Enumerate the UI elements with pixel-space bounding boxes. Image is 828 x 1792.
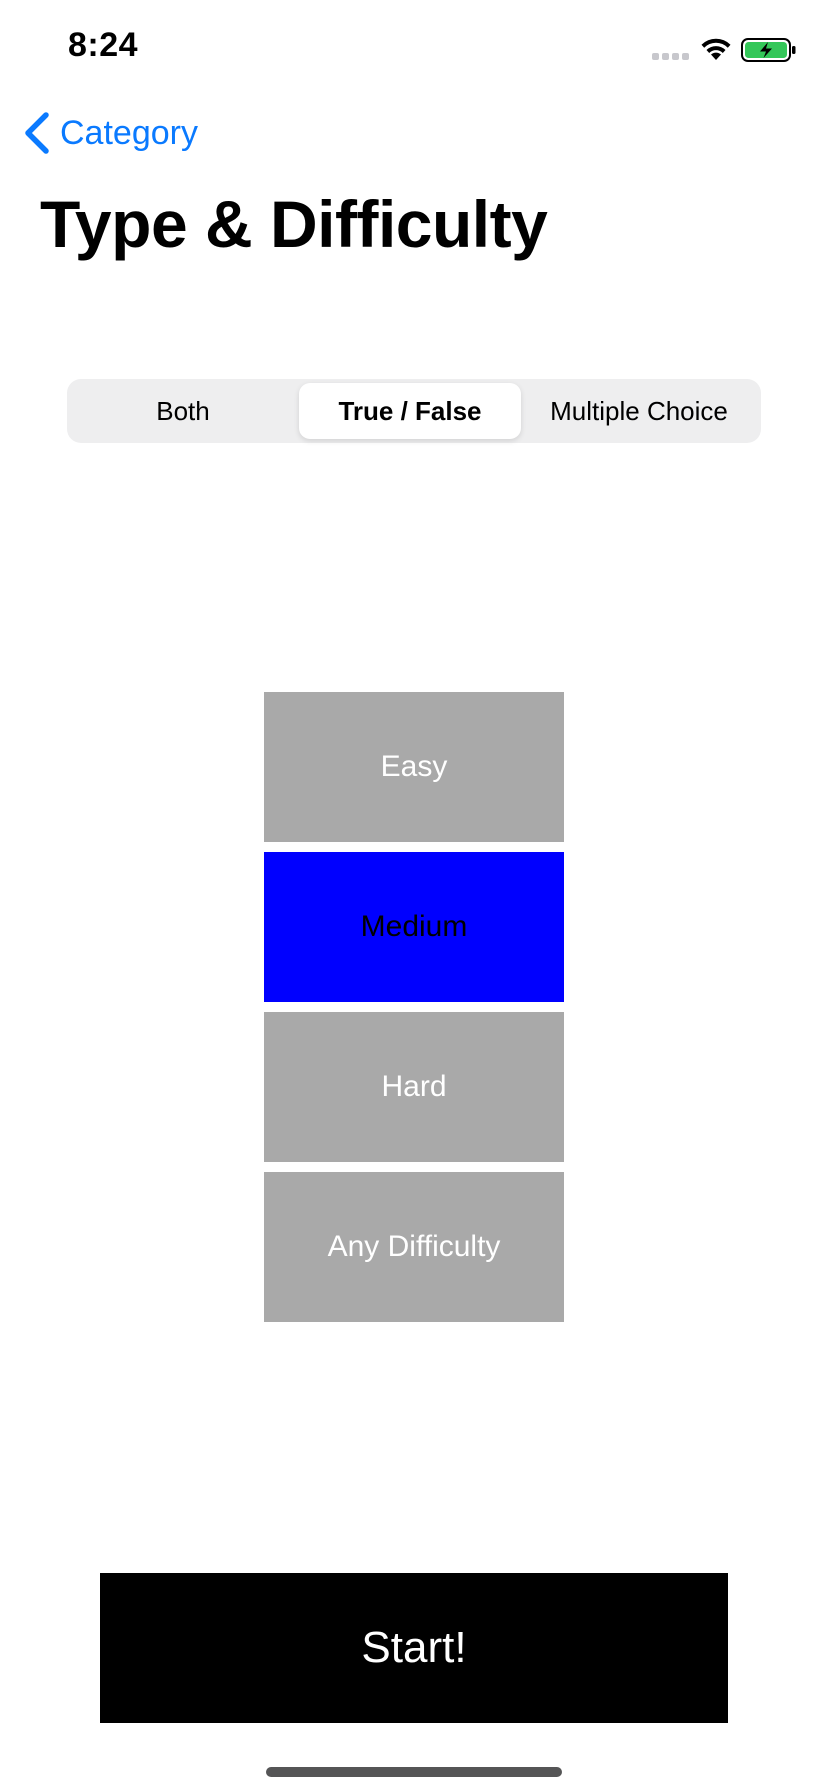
difficulty-medium-button[interactable]: Medium	[264, 852, 564, 1002]
navigation-bar: Category	[0, 96, 828, 168]
back-button[interactable]: Category	[22, 108, 198, 158]
back-label: Category	[60, 113, 198, 152]
segment-multiple-choice[interactable]: Multiple Choice	[550, 395, 728, 426]
difficulty-options: Easy Medium Hard Any Difficulty	[264, 692, 564, 1332]
segment-both[interactable]: Both	[156, 395, 210, 426]
wifi-icon	[701, 38, 731, 60]
question-type-segmented-control: Both True / False Multiple Choice	[67, 379, 761, 443]
difficulty-any-button[interactable]: Any Difficulty	[264, 1172, 564, 1322]
chevron-left-icon	[25, 112, 49, 154]
status-time: 8:24	[68, 26, 139, 64]
battery-charging-icon	[741, 38, 796, 62]
segment-true-false[interactable]: True / False	[299, 383, 521, 439]
home-indicator[interactable]	[266, 1767, 562, 1777]
cellular-signal-icon	[652, 53, 689, 60]
page-title: Type & Difficulty	[40, 187, 548, 261]
difficulty-hard-button[interactable]: Hard	[264, 1012, 564, 1162]
start-button[interactable]: Start!	[100, 1573, 728, 1723]
difficulty-easy-button[interactable]: Easy	[264, 692, 564, 842]
status-bar: 8:24	[0, 0, 828, 96]
